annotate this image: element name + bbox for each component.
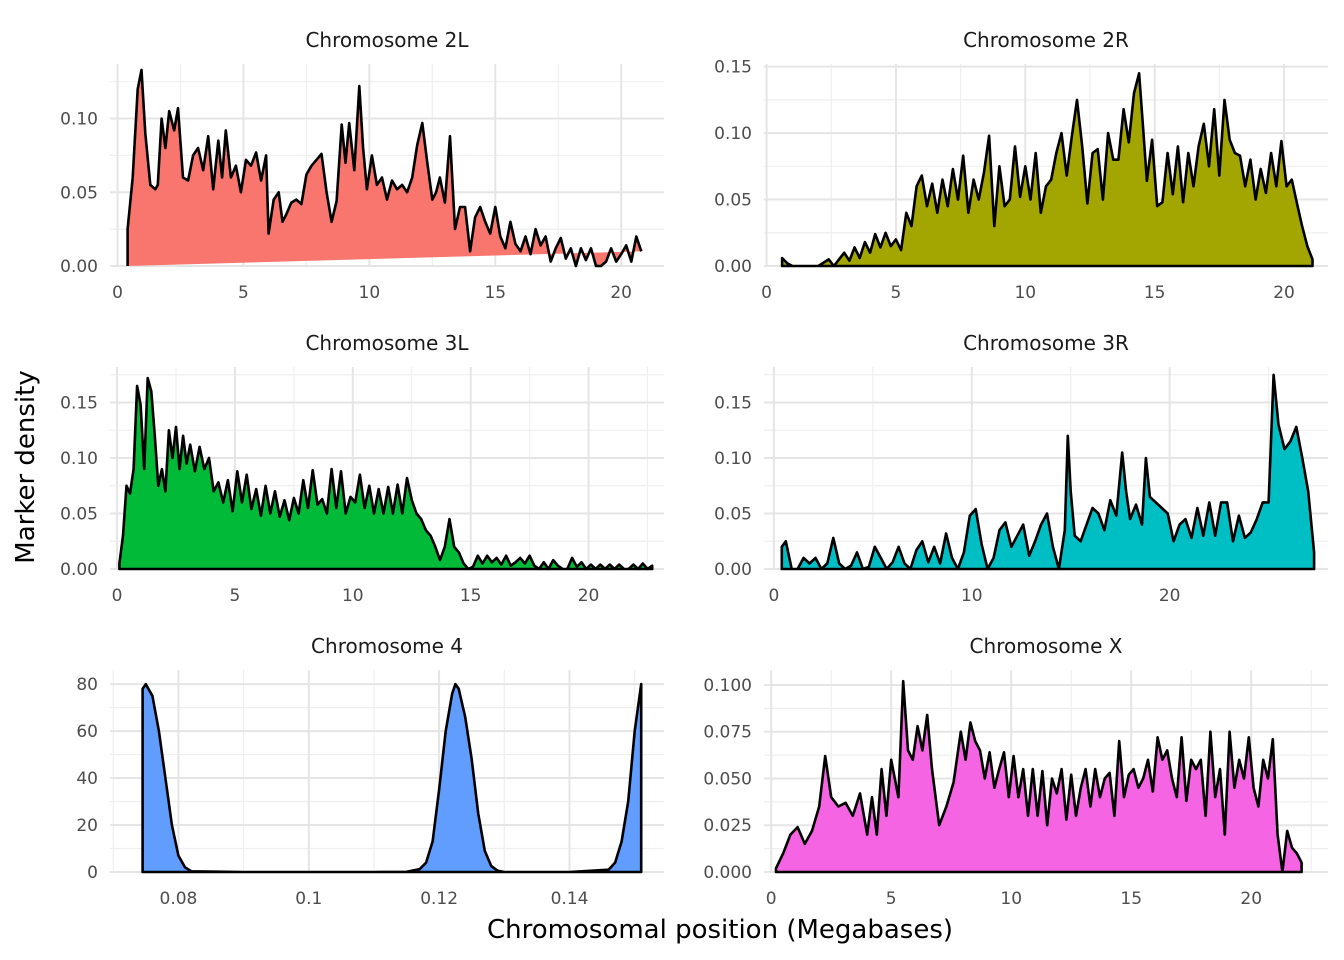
facet-panel-2L: 0 5 10 15 20 0.00 0.05 0.10 Chromosome 2L (60, 28, 664, 303)
x-tick-label: 0.1 (295, 889, 322, 909)
y-tick-label: 0.10 (60, 449, 98, 469)
x-tick-label: 0.14 (551, 889, 589, 909)
facet-panel-4: 0.08 0.1 0.12 0.14 0 20 40 60 80 Chromosome 4 (76, 634, 664, 909)
x-tick-label: 20 (1159, 586, 1181, 606)
x-tick-label: 20 (578, 586, 600, 606)
y-tick-label: 60 (76, 722, 98, 742)
x-tick-label: 5 (230, 586, 241, 606)
x-tick-label: 10 (359, 283, 381, 303)
density-area-4 (141, 682, 643, 874)
y-tick-label: 0.000 (703, 863, 752, 883)
x-tick-label: 0 (761, 283, 772, 303)
x-tick-label: 5 (886, 889, 897, 909)
x-tick-label: 10 (1014, 283, 1036, 303)
y-tick-label: 0.05 (60, 183, 98, 203)
y-tick-label: 0.00 (60, 257, 98, 277)
density-area-2L (126, 68, 643, 268)
facet-panel-X: 0 5 10 15 20 0.000 0.025 0.050 0.075 0.100 Chromos… (703, 634, 1328, 909)
x-tick-label: 5 (238, 283, 249, 303)
x-tick-label: 15 (1144, 283, 1166, 303)
density-area-3L (118, 376, 654, 571)
density-area-2R (780, 72, 1314, 268)
x-tick-label: 0 (766, 889, 777, 909)
facet-title: Chromosome 4 (311, 634, 463, 658)
x-tick-label: 5 (891, 283, 902, 303)
y-tick-label: 0.10 (714, 449, 752, 469)
x-tick-label: 10 (1000, 889, 1022, 909)
x-tick-label: 15 (1120, 889, 1142, 909)
x-tick-label: 10 (961, 586, 983, 606)
y-tick-label: 0 (87, 863, 98, 883)
x-tick-label: 0.12 (420, 889, 458, 909)
facet-title: Chromosome 2R (963, 28, 1129, 52)
y-tick-label: 0.15 (714, 394, 752, 414)
y-tick-label: 80 (76, 675, 98, 695)
x-tick-label: 20 (1240, 889, 1262, 909)
facet-title: Chromosome 2L (305, 28, 469, 52)
y-tick-label: 0.05 (60, 505, 98, 525)
x-axis-title: Chromosomal position (Megabases) (487, 915, 953, 945)
y-tick-label: 0.050 (703, 769, 752, 789)
facet-panel-3L: 0 5 10 15 20 0.00 0.05 0.10 0.15 Chromosome 3L (60, 331, 664, 606)
x-tick-label: 15 (484, 283, 506, 303)
y-tick-label: 0.00 (60, 560, 98, 580)
density-area-X (774, 679, 1303, 874)
x-tick-label: 20 (1273, 283, 1295, 303)
x-tick-label: 0 (768, 586, 779, 606)
facet-panel-3R: 0 10 20 0.00 0.05 0.10 0.15 Chromosome 3R (714, 331, 1328, 606)
density-area-3R (780, 373, 1316, 571)
facet-title: Chromosome X (970, 634, 1123, 658)
y-tick-label: 0.10 (60, 110, 98, 130)
facet-title: Chromosome 3L (305, 331, 469, 355)
y-tick-label: 20 (76, 816, 98, 836)
y-tick-label: 0.05 (714, 505, 752, 525)
x-tick-label: 0.08 (160, 889, 198, 909)
facet-title: Chromosome 3R (963, 331, 1129, 355)
y-tick-label: 0.00 (714, 257, 752, 277)
y-tick-label: 0.100 (703, 676, 752, 696)
y-tick-label: 0.15 (60, 394, 98, 414)
x-tick-label: 0 (112, 586, 123, 606)
y-tick-label: 0.075 (703, 723, 752, 743)
x-tick-label: 10 (342, 586, 364, 606)
y-tick-label: 0.05 (714, 191, 752, 211)
y-tick-label: 0.15 (714, 58, 752, 78)
x-tick-label: 0 (112, 283, 123, 303)
facet-panel-2R: 0 5 10 15 20 0.00 0.05 0.10 0.15 Chromosome 2R (714, 28, 1328, 303)
x-tick-label: 20 (610, 283, 632, 303)
y-tick-label: 40 (76, 769, 98, 789)
x-tick-label: 15 (460, 586, 482, 606)
y-tick-label: 0.025 (703, 816, 752, 836)
y-axis-title: Marker density (11, 370, 41, 563)
y-tick-label: 0.10 (714, 124, 752, 144)
y-tick-label: 0.00 (714, 560, 752, 580)
